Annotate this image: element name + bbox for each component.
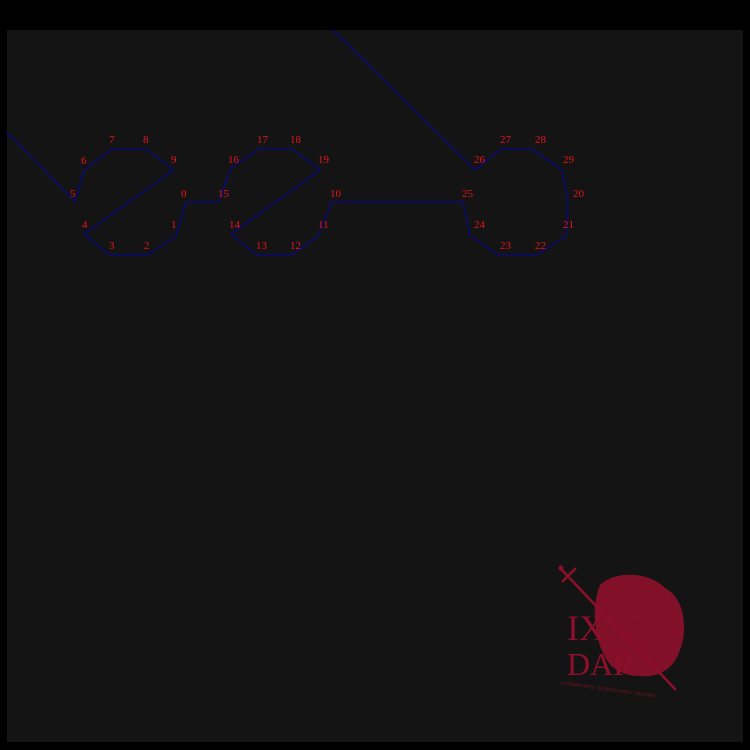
node-label-17: 17 (257, 134, 269, 146)
node-label-14: 14 (229, 219, 241, 231)
node-label-23: 23 (500, 240, 512, 252)
node-label-22: 22 (535, 240, 546, 252)
path-edge-29-28 (531, 148, 563, 171)
node-label-10: 10 (330, 188, 342, 200)
node-label-21: 21 (563, 219, 574, 231)
path-edge-11-10 (317, 201, 333, 237)
path-edge-20-29 (561, 169, 569, 203)
path-edge-2-1 (147, 235, 177, 256)
path-edge-15-16 (218, 167, 232, 203)
node-label-3: 3 (109, 240, 115, 252)
brain-emblem (594, 574, 685, 677)
node-label-5: 5 (70, 188, 76, 200)
path-edge-25-24 (462, 201, 471, 237)
node-label-0: 0 (181, 188, 187, 200)
node-label-11: 11 (318, 219, 329, 231)
node-label-26: 26 (474, 154, 486, 166)
node-label-13: 13 (256, 240, 268, 252)
node-label-12: 12 (290, 240, 301, 252)
node-label-2: 2 (144, 240, 150, 252)
node-label-25: 25 (462, 188, 474, 200)
node-label-8: 8 (143, 134, 149, 146)
path-edge-24-23 (469, 235, 500, 256)
path-edge-14-13 (230, 233, 258, 256)
sword-icon (559, 567, 677, 691)
path-edge-offscreen-left (6, 131, 76, 203)
node-label-15: 15 (218, 188, 230, 200)
path-edge-21-20 (565, 201, 569, 237)
path-edge-8-9 (145, 148, 175, 171)
path-edge-9-4 (83, 169, 175, 235)
logo-line-2: DAR (567, 646, 635, 682)
path-edge-16-17 (230, 148, 260, 169)
node-label-1: 1 (171, 219, 177, 231)
node-label-24: 24 (474, 219, 486, 231)
node-label-20: 20 (573, 188, 585, 200)
node-label-19: 19 (318, 154, 330, 166)
node-label-29: 29 (563, 154, 575, 166)
node-label-7: 7 (109, 134, 115, 146)
path-edge-offscreen-top (332, 29, 476, 171)
path-edge-27-26 (474, 148, 502, 171)
node-label-9: 9 (171, 154, 177, 166)
path-edge-12-11 (291, 235, 319, 256)
path-edges (6, 29, 569, 256)
path-edge-18-19 (291, 148, 321, 171)
path-edge-6-7 (83, 148, 113, 171)
ixdar-logo: IX DAR CONSERVAMUS · INVESTIGAMUS · DISC… (558, 565, 685, 699)
node-label-4: 4 (82, 219, 88, 231)
node-label-16: 16 (228, 154, 240, 166)
node-label-28: 28 (535, 134, 547, 146)
path-edge-22-21 (536, 235, 567, 256)
node-label-27: 27 (500, 134, 512, 146)
path-edge-4-3 (83, 233, 111, 256)
path-edge-1-0 (175, 201, 187, 237)
path-edge-5-6 (74, 169, 85, 203)
node-label-18: 18 (290, 134, 302, 146)
logo-line-1: IX (567, 608, 605, 648)
path-edge-19-14 (230, 169, 321, 235)
node-label-6: 6 (81, 155, 87, 167)
